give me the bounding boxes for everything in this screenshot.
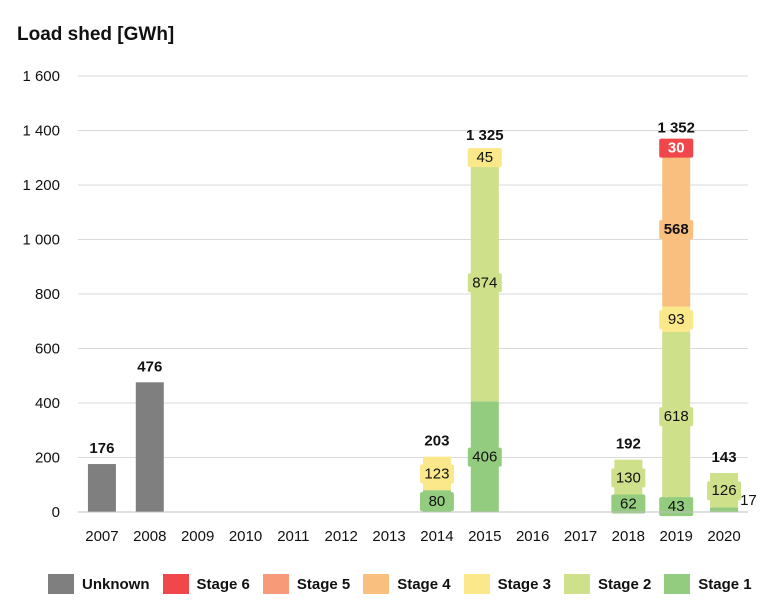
data-label-box: [659, 310, 694, 330]
data-label-box: [659, 138, 694, 158]
data-label-box: [419, 464, 454, 484]
legend-swatch: [48, 574, 74, 594]
total-label: 143: [712, 449, 737, 466]
data-label: 17: [740, 492, 757, 509]
data-label-box: [611, 468, 646, 488]
data-label-box: [419, 492, 454, 512]
y-tick-label: 0: [52, 504, 60, 521]
data-label-box: [611, 494, 646, 514]
data-label: 126: [712, 482, 737, 499]
x-tick-label: 2012: [325, 528, 358, 545]
x-tick-label: 2015: [468, 528, 501, 545]
y-tick-label: 1 600: [22, 68, 60, 85]
y-tick-label: 1 200: [22, 177, 60, 194]
legend-label: Stage 5: [296, 575, 351, 593]
legend-item: Stage 4: [363, 574, 451, 594]
x-tick-label: 2008: [133, 528, 166, 545]
bar-segment: [87, 464, 116, 512]
data-label: 568: [664, 221, 689, 238]
total-label: 1 325: [466, 127, 504, 144]
legend-swatch: [162, 574, 189, 594]
legend-item: Stage 5: [262, 574, 351, 594]
x-tick-label: 2014: [420, 528, 453, 545]
data-label: 43: [668, 498, 685, 515]
data-label-box: [659, 220, 694, 240]
legend-label: Unknown: [82, 575, 150, 593]
x-tick-label: 2017: [564, 528, 597, 545]
chart-legend: Unknown Stage 6 Stage 5 Stage 4 Stage 3 Stage…: [48, 572, 765, 596]
legend-swatch: [262, 574, 289, 594]
y-tick-label: 600: [35, 341, 60, 358]
data-label-box: [659, 407, 694, 427]
legend-item: Stage 1: [664, 574, 752, 594]
x-tick-label: 2010: [229, 528, 262, 545]
x-tick-label: 2013: [372, 528, 405, 545]
data-label-box: [467, 273, 502, 293]
legend-label: Stage 6: [196, 575, 250, 593]
total-label: 192: [616, 436, 641, 453]
legend-item: Unknown: [48, 574, 150, 594]
bar-segment: [135, 382, 164, 512]
legend-swatch: [563, 574, 590, 594]
y-tick-label: 400: [35, 395, 60, 412]
data-label: 874: [472, 274, 497, 291]
x-tick-label: 2007: [85, 528, 118, 545]
legend-label: Stage 2: [597, 575, 652, 593]
x-tick-label: 2019: [660, 528, 693, 545]
total-label: 176: [89, 440, 114, 457]
data-label: 30: [668, 140, 685, 157]
data-label: 93: [668, 311, 685, 328]
x-tick-label: 2016: [516, 528, 549, 545]
y-tick-label: 1 000: [22, 232, 60, 249]
y-tick-label: 1 400: [22, 123, 60, 140]
total-label: 203: [424, 433, 449, 450]
legend-label: Stage 3: [497, 575, 551, 593]
y-tick-label: 200: [35, 450, 60, 467]
data-label: 130: [616, 469, 641, 486]
legend-label: Stage 4: [397, 575, 451, 593]
data-label-box: [707, 481, 742, 501]
data-label: 123: [424, 465, 449, 482]
data-label-box: [659, 497, 694, 517]
bar-segment: [710, 507, 739, 512]
legend-item: Stage 2: [563, 574, 652, 594]
legend-item: Stage 6: [162, 574, 250, 594]
x-tick-label: 2020: [707, 528, 740, 545]
legend-item: Stage 3: [463, 574, 551, 594]
chart-title: Load shed [GWh]: [17, 24, 175, 45]
legend-swatch: [463, 574, 490, 594]
x-tick-label: 2009: [181, 528, 214, 545]
data-label: 406: [472, 449, 497, 466]
data-label-box: [467, 447, 502, 467]
x-tick-label: 2018: [612, 528, 645, 545]
data-label: 80: [429, 493, 446, 510]
legend-label: Stage 1: [698, 575, 752, 593]
data-label-box: [467, 148, 502, 168]
x-tick-label: 2011: [277, 528, 309, 545]
total-label: 1 352: [657, 120, 695, 137]
data-label: 62: [620, 496, 637, 513]
y-tick-label: 800: [35, 286, 60, 303]
data-label: 45: [476, 149, 493, 166]
legend-swatch: [664, 574, 691, 594]
data-label: 618: [664, 408, 689, 425]
legend-swatch: [363, 574, 390, 594]
total-label: 476: [137, 358, 162, 375]
